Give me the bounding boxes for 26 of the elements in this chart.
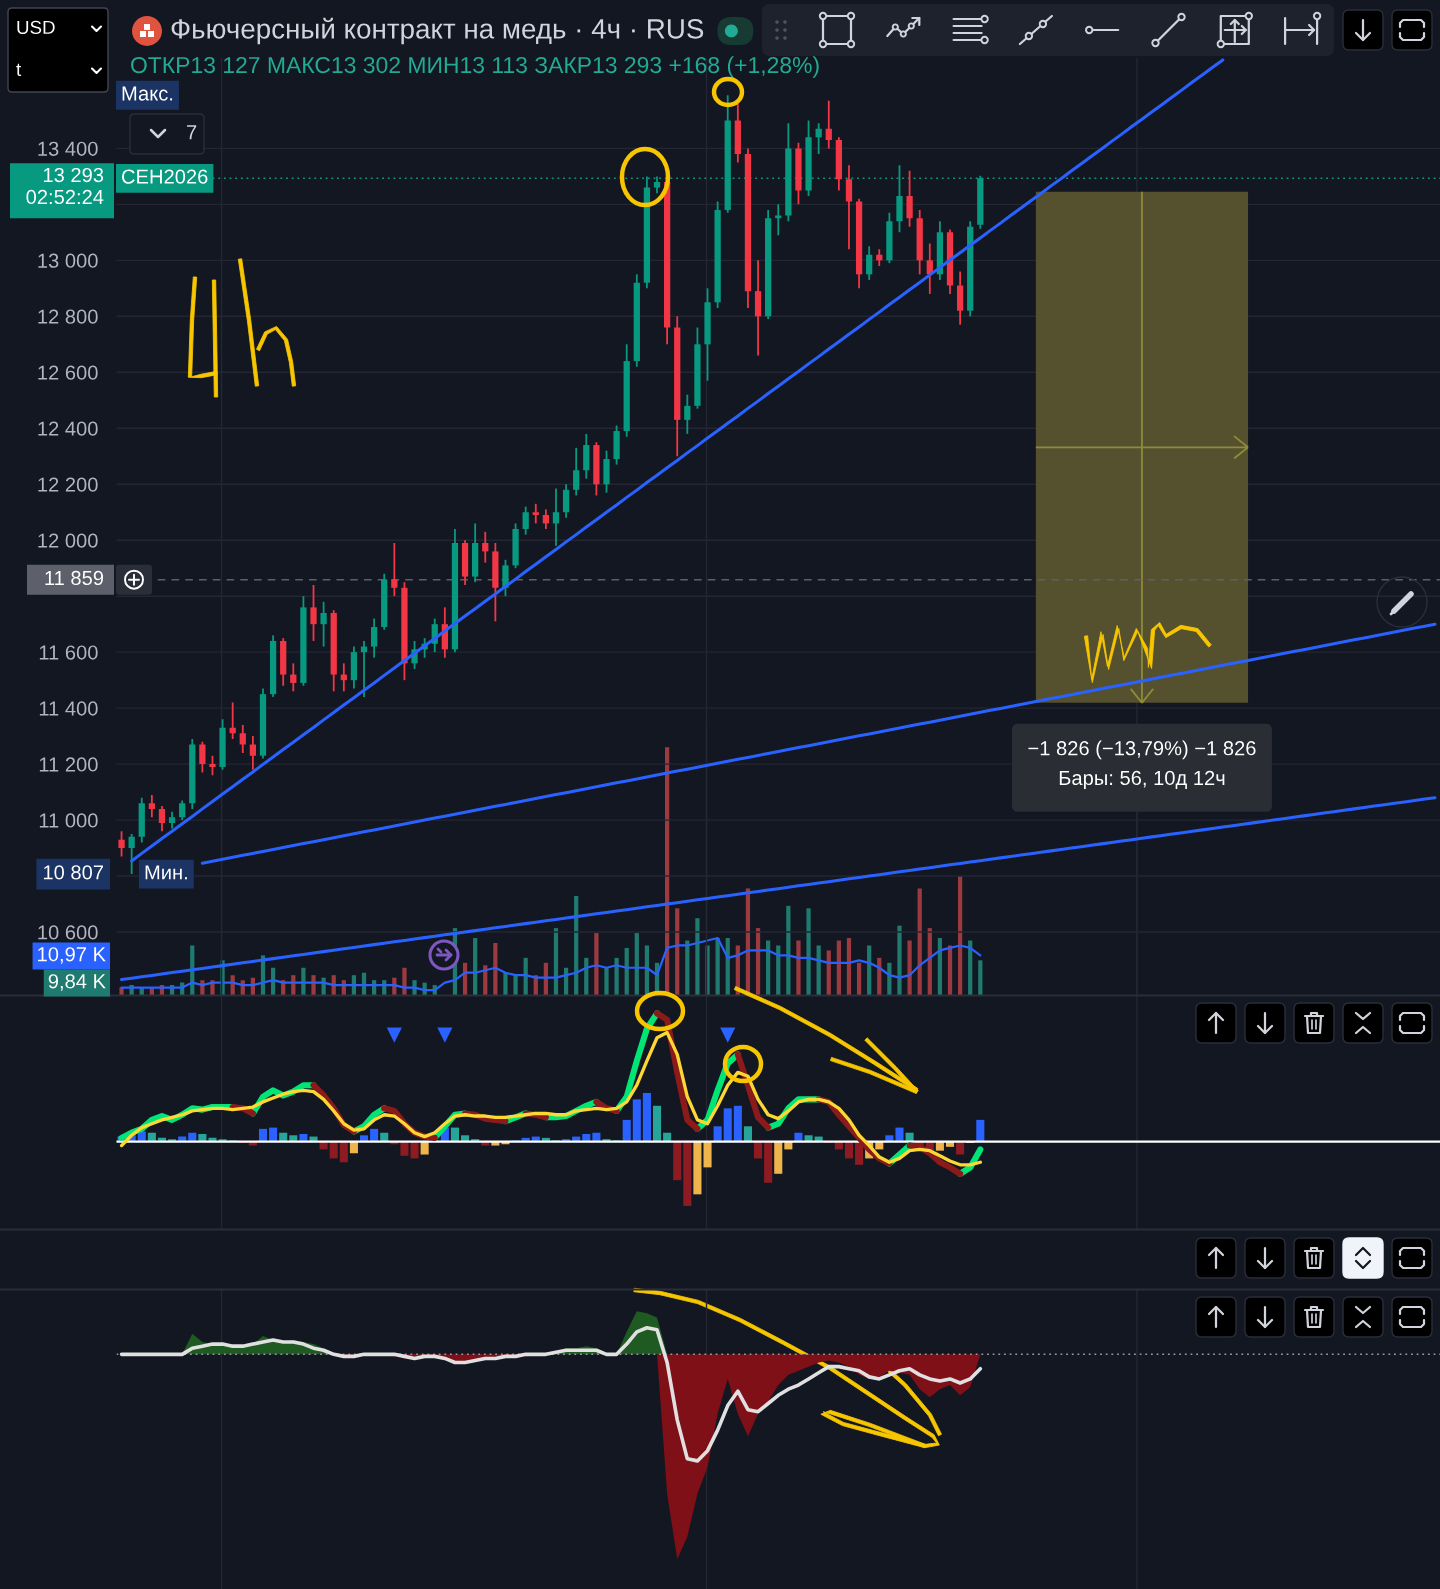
- text: 10 807: [43, 865, 103, 880]
- annotation: Макс.: [122, 86, 173, 101]
- text: t: [16, 63, 22, 76]
- annotation: СЕН2026: [122, 169, 208, 184]
- band-label: −1 826 (−13,79%) −1 826 Бары: 56, 10д 12ч: [1028, 740, 1256, 790]
- y-tick-label: 12 600: [38, 365, 98, 380]
- y-tick-label: 12 800: [38, 309, 98, 324]
- y-tick-label: 12 400: [38, 421, 98, 436]
- y-tick-label: 13 400: [38, 141, 98, 156]
- text: 10,97 K: [38, 947, 106, 964]
- y-tick-label: 11 200: [39, 757, 98, 772]
- ref-line-label: 13 293 02:52:24: [26, 167, 104, 205]
- chart-subtitle: ОТКР13 127 МАКС13 302 МИН13 113 ЗАКР13 293 +168 (+1,28%): [131, 56, 819, 78]
- y-tick-label: 11 600: [39, 645, 98, 660]
- annotation: Мин.: [145, 865, 187, 880]
- annotation: 7: [187, 125, 197, 140]
- y-tick-label: 13 000: [38, 253, 98, 268]
- chart-title: Фьючерсный контракт на медь · 4ч · RUS: [171, 17, 704, 45]
- y-tick-label: 10 600: [38, 925, 98, 940]
- y-tick-label: 12 000: [38, 533, 98, 548]
- y-tick-label: 12 200: [38, 477, 98, 492]
- ref-line-label: 11 859: [45, 570, 104, 586]
- text: USD: [17, 20, 55, 35]
- text: 9,84 K: [48, 974, 106, 991]
- y-tick-label: 11 000: [39, 813, 98, 828]
- y-tick-label: 11 400: [39, 701, 98, 716]
